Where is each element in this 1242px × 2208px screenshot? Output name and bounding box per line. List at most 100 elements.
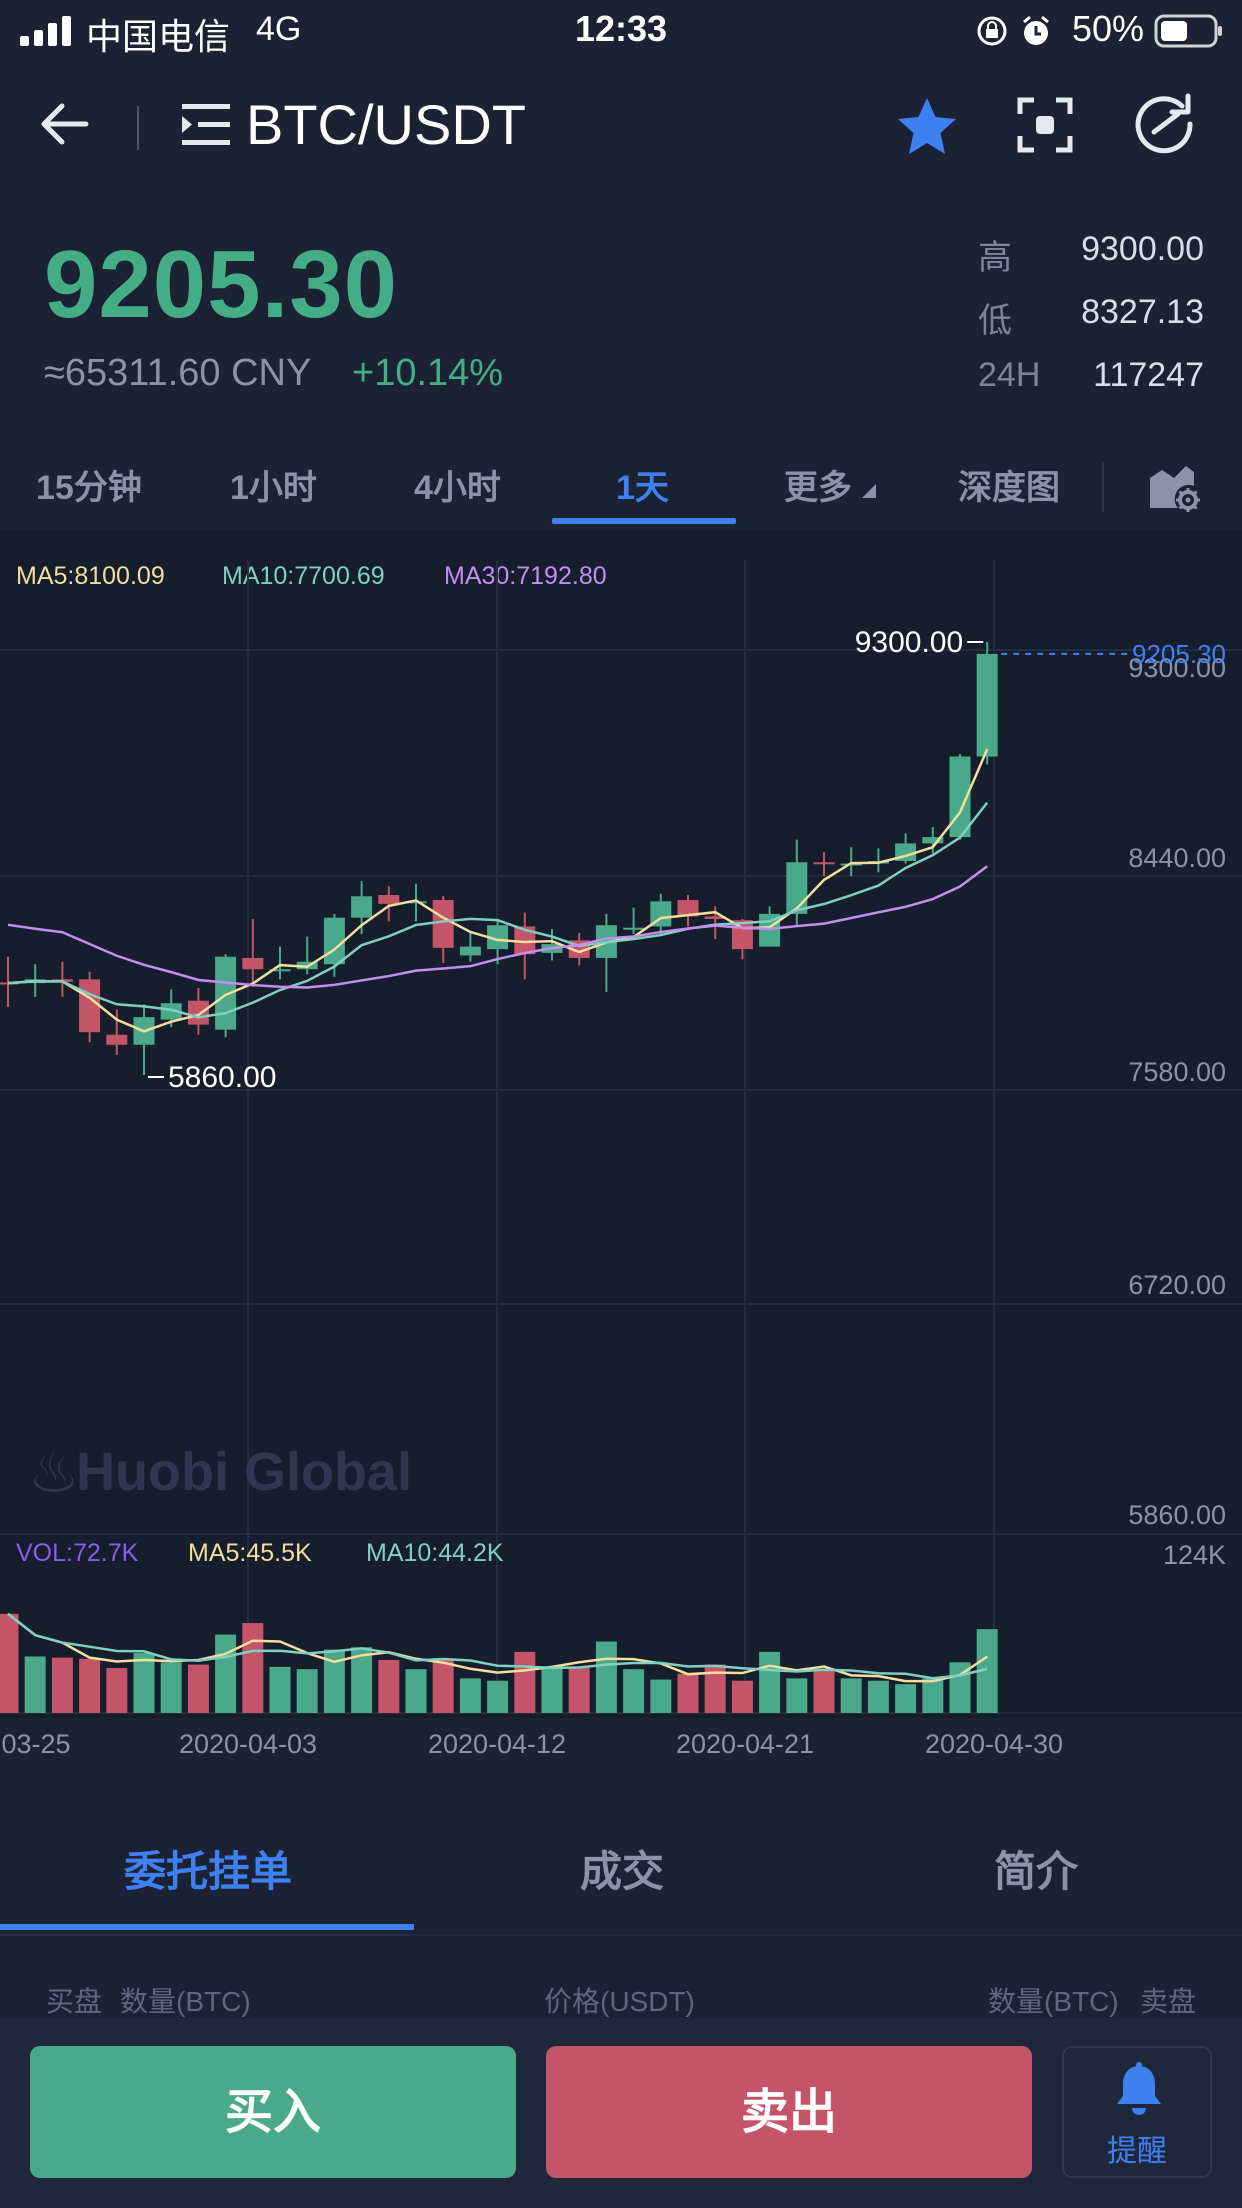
last-price: 9205.30 <box>44 231 399 338</box>
alert-button[interactable]: 提醒 <box>1062 2046 1212 2178</box>
signal-icon <box>20 16 71 46</box>
candle-body <box>187 1000 209 1025</box>
tab-more[interactable]: 更多 <box>784 469 852 507</box>
candle-body <box>160 1003 182 1020</box>
action-bar: 买入 卖出 提醒 <box>0 2018 1242 2208</box>
bottom-tabs-divider <box>0 1934 1242 1936</box>
stat-label: 低 <box>978 302 1012 340</box>
candle-body <box>351 896 373 918</box>
volume-bar <box>106 1668 128 1713</box>
tab-1h[interactable]: 1小时 <box>230 469 317 507</box>
candle-body <box>514 926 536 955</box>
back-arrow-icon[interactable] <box>36 94 96 154</box>
status-bar: 中国电信 4G 12:33 50% <box>0 0 1242 62</box>
bottom-tabs: 委托挂单 成交 简介 <box>0 1804 1242 1934</box>
volume-bar <box>759 1651 781 1713</box>
active-tab-indicator <box>552 518 736 524</box>
high-marker: 9300.00 <box>855 626 963 659</box>
stat-high: 高 9300.00 <box>978 230 1208 280</box>
chart-settings-icon[interactable] <box>1148 460 1200 512</box>
volume-bar <box>595 1641 617 1713</box>
ma30-line <box>7 865 988 989</box>
candle-body <box>79 979 101 1033</box>
ob-buy-qty-label: 数量(BTC) <box>120 1986 251 2017</box>
ma30-legend: MA30:7192.80 <box>444 562 607 590</box>
tab-orders[interactable]: 委托挂单 <box>124 1848 293 1895</box>
tab-1d[interactable]: 1天 <box>616 469 669 507</box>
buy-button[interactable]: 买入 <box>30 2046 516 2178</box>
pair-title[interactable]: BTC/USDT <box>246 93 526 156</box>
volume-bar <box>704 1664 726 1713</box>
battery-percent: 50% <box>1072 8 1145 49</box>
star-icon[interactable] <box>896 96 958 156</box>
volume-bar <box>405 1669 427 1713</box>
vol-ma10-line <box>7 1612 988 1680</box>
price-axis-label: 8440.00 <box>1128 843 1226 873</box>
volume-bar <box>459 1678 481 1713</box>
tab-trades[interactable]: 成交 <box>580 1848 665 1895</box>
stat-low: 低 8327.13 <box>978 293 1208 343</box>
ma10-line <box>7 801 989 1019</box>
bell-icon <box>1117 2062 1161 2115</box>
kline-chart[interactable]: MA5:8100.09 MA10:7700.69 MA30:7192.80 ♨ … <box>0 530 1242 1774</box>
volume-bar <box>378 1659 400 1713</box>
sell-button[interactable]: 卖出 <box>546 2046 1032 2178</box>
alert-label: 提醒 <box>1107 2135 1167 2168</box>
ma5-line <box>7 748 989 1033</box>
volume-bar <box>813 1669 835 1713</box>
volume-bar <box>351 1647 373 1713</box>
tab-4h[interactable]: 4小时 <box>414 469 501 507</box>
volume-bar <box>269 1666 291 1713</box>
volume-bar <box>24 1656 46 1713</box>
candle-body <box>623 927 645 930</box>
volume-bar <box>731 1680 753 1713</box>
watermark: Huobi Global <box>76 1442 412 1502</box>
volume-bar <box>514 1651 536 1713</box>
volume-bar <box>187 1664 209 1713</box>
candle-body <box>215 956 237 1030</box>
price-axis-label: 5860.00 <box>1128 1500 1226 1530</box>
vol-ma5-legend: MA5:45.5K <box>188 1539 312 1567</box>
carrier-name: 中国电信 <box>86 16 231 57</box>
ob-sell-label: 卖盘 <box>1140 1986 1197 2017</box>
candle-body <box>677 900 699 917</box>
candle-body <box>106 1034 128 1045</box>
candle-body <box>432 900 454 948</box>
candle-body <box>786 862 808 914</box>
date-axis-bg <box>0 1718 1242 1774</box>
tab-15m[interactable]: 15分钟 <box>36 469 142 507</box>
volume-bar <box>650 1679 672 1713</box>
date-label: 03-25 <box>1 1729 70 1759</box>
candle-body <box>323 917 345 965</box>
refresh-icon[interactable] <box>1132 92 1196 156</box>
volume-bar <box>296 1669 318 1713</box>
candle-body <box>459 946 481 956</box>
watermark-logo-icon: ♨ <box>28 1438 80 1506</box>
volume-bar <box>0 1613 19 1713</box>
vol-ma5-line <box>7 1612 988 1683</box>
clock: 12:33 <box>574 8 668 49</box>
candle-body <box>813 862 835 865</box>
ma10-legend: MA10:7700.69 <box>222 562 385 590</box>
stat-label: 24H <box>978 356 1041 394</box>
vol-legend: VOL:72.7K <box>16 1539 139 1567</box>
date-label: 2020-04-30 <box>925 1729 1063 1759</box>
ma5-legend: MA5:8100.09 <box>16 562 165 590</box>
candle-body <box>922 837 944 844</box>
candle-body <box>704 916 726 919</box>
price-change: +10.14% <box>352 352 504 394</box>
menu-list-icon[interactable] <box>180 100 232 150</box>
volume-bar <box>786 1678 808 1713</box>
volume-bar <box>922 1678 944 1713</box>
volume-bar <box>323 1649 345 1713</box>
vol-axis-max: 124K <box>1163 1540 1226 1570</box>
tab-intro[interactable]: 简介 <box>994 1848 1079 1895</box>
scan-icon[interactable] <box>1016 96 1074 154</box>
stat-label: 高 <box>978 239 1012 277</box>
stat-value: 8327.13 <box>1081 293 1204 331</box>
candle-body <box>242 957 264 970</box>
tab-depth[interactable]: 深度图 <box>958 469 1060 507</box>
date-label: 2020-04-03 <box>179 1729 317 1759</box>
volume-bar <box>623 1669 645 1713</box>
